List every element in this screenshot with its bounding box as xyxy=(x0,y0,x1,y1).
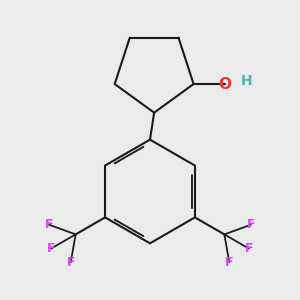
Text: O: O xyxy=(218,76,231,92)
Text: F: F xyxy=(67,256,75,269)
Text: F: F xyxy=(247,218,255,231)
Text: F: F xyxy=(225,256,233,269)
Text: F: F xyxy=(244,242,253,255)
Text: F: F xyxy=(45,218,53,231)
Text: F: F xyxy=(47,242,56,255)
Text: H: H xyxy=(241,74,252,88)
